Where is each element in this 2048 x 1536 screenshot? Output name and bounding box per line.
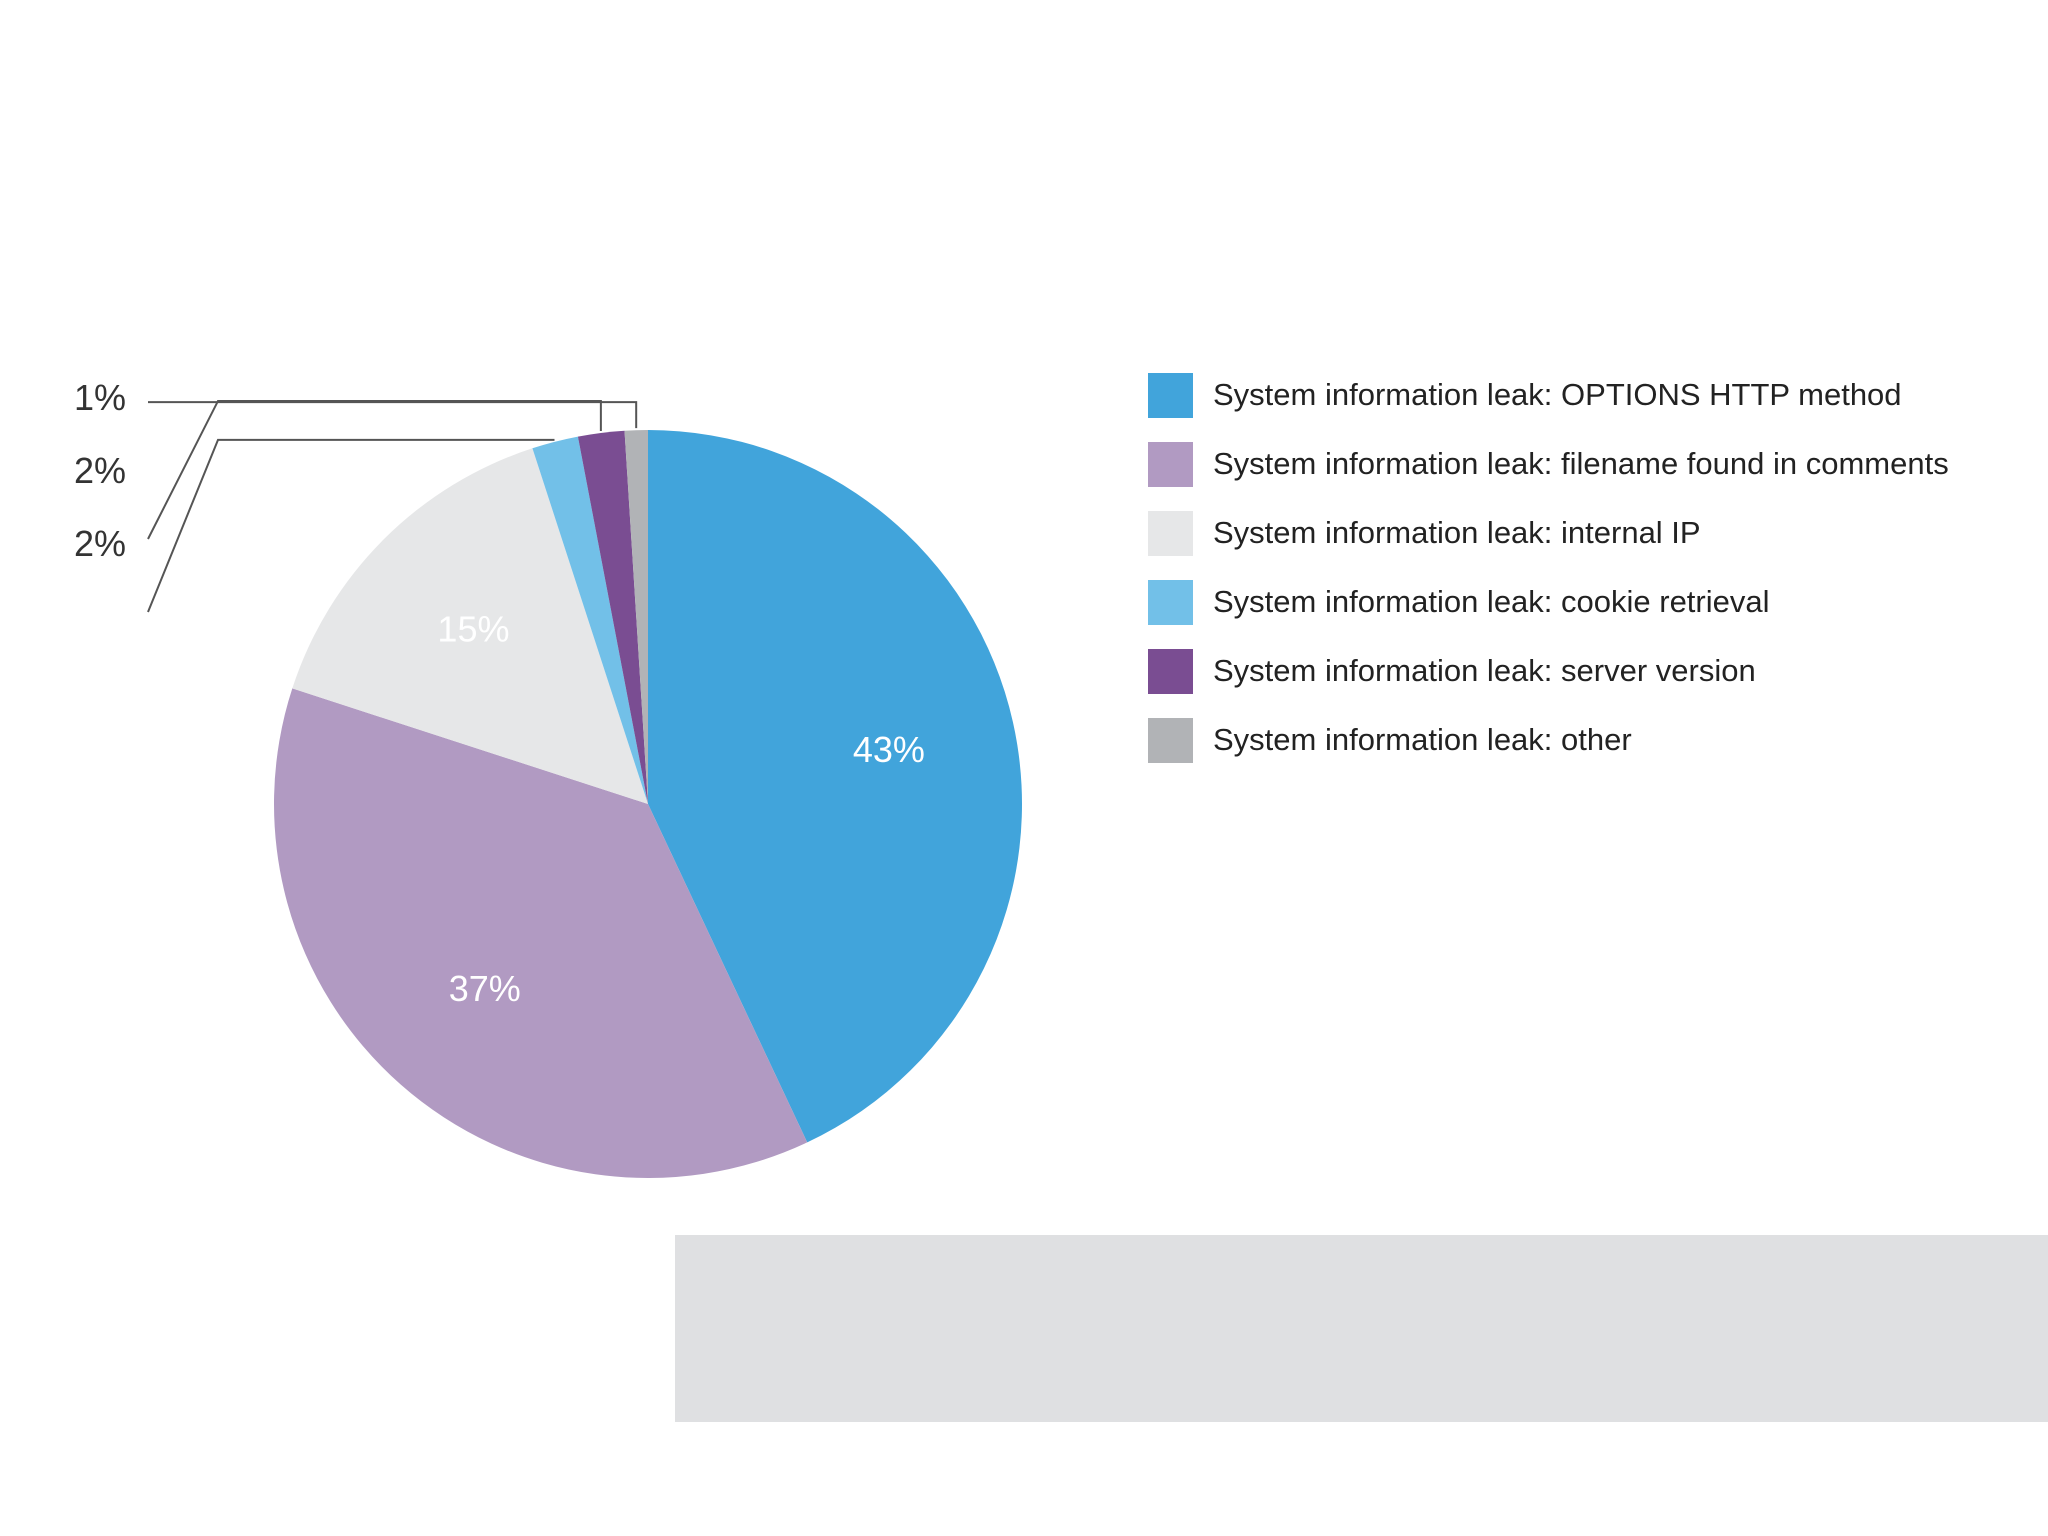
pie-slice-other — [624, 430, 648, 804]
legend-label: System information leak: internal IP — [1213, 515, 1701, 550]
legend-item-internal-ip: System information leak: internal IP — [1148, 510, 2028, 556]
gray-footer-band — [675, 1235, 2048, 1422]
pie-slice-cookie-retrieval — [532, 436, 648, 804]
legend-label: System information leak: filename found … — [1213, 446, 1949, 481]
callout-value-label: 2% — [74, 523, 126, 564]
pie-slice-internal-ip — [292, 448, 648, 804]
legend-swatch — [1148, 717, 1193, 763]
legend-swatch — [1148, 372, 1193, 418]
callout-leader-line — [147, 399, 602, 540]
callout-value-label: 1% — [74, 377, 126, 418]
legend-label: System information leak: OPTIONS HTTP me… — [1213, 377, 1902, 412]
pie-slice-filename-found-in-comments — [274, 688, 808, 1178]
legend-item-server-version: System information leak: server version — [1148, 648, 2028, 694]
slice-value-label: 15% — [437, 608, 509, 649]
callout-labels: 1% 2% 2% — [74, 377, 638, 613]
legend-item-options-http: System information leak: OPTIONS HTTP me… — [1148, 372, 2028, 418]
legend-label: System information leak: other — [1213, 722, 1632, 757]
callout-leader-line — [147, 438, 555, 613]
legend: System information leak: OPTIONS HTTP me… — [1148, 372, 2028, 786]
callout-leader-line — [148, 401, 638, 429]
legend-swatch — [1148, 579, 1193, 625]
legend-swatch — [1148, 441, 1193, 487]
legend-swatch — [1148, 510, 1193, 556]
legend-label: System information leak: server version — [1213, 653, 1756, 688]
legend-swatch — [1148, 648, 1193, 694]
pie-slice-server-version — [577, 430, 648, 804]
callout-value-label: 2% — [74, 450, 126, 491]
slice-value-label: 37% — [449, 968, 521, 1009]
legend-item-cookie-retrieval: System information leak: cookie retrieva… — [1148, 579, 2028, 625]
legend-item-other: System information leak: other — [1148, 717, 2028, 763]
slice-value-label: 43% — [853, 729, 925, 770]
legend-label: System information leak: cookie retrieva… — [1213, 584, 1770, 619]
pie-slice-options-http-method — [648, 430, 1022, 1143]
pie-slices — [274, 430, 1022, 1178]
legend-item-filename-comments: System information leak: filename found … — [1148, 441, 2028, 487]
inside-labels: 43% 37% 15% — [437, 608, 925, 1009]
